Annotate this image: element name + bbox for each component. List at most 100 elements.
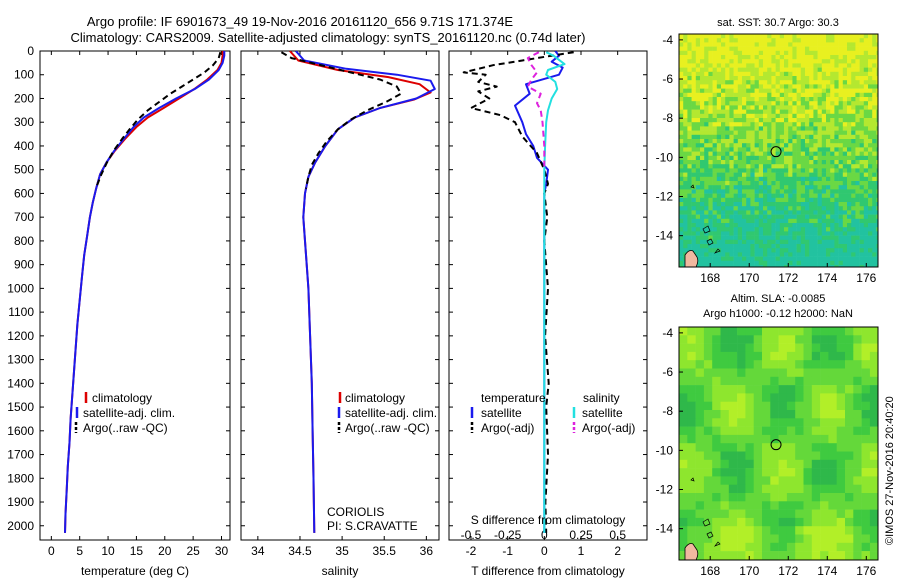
heatmap-cell [847,101,852,106]
heatmap-cell [830,206,835,211]
heatmap-cell [767,239,772,245]
heatmap-cell [725,265,730,267]
heatmap-cell [737,71,743,77]
heatmap-cell [855,197,860,203]
heatmap-cell [753,410,763,419]
heatmap-cell [704,55,709,60]
heatmap-cell [836,418,846,427]
heatmap-cell [863,210,869,215]
heatmap-cell [851,134,856,140]
heatmap-cell [796,88,802,94]
heatmap-cell [767,126,772,131]
heatmap-cell [703,434,713,444]
heatmap-cell [788,67,793,73]
heatmap-cell [834,97,839,102]
heatmap-cell [788,113,793,119]
heatmap-cell [795,343,804,353]
legend-label-argo: Argo(..raw -QC) [83,421,168,435]
heatmap-cell [712,206,718,211]
heatmap-cell [778,542,788,552]
heatmap-cell [750,122,755,127]
heatmap-cell [859,244,865,249]
heatmap-cell [775,50,781,56]
heatmap-cell [872,126,877,131]
heatmap-cell [721,210,726,215]
difference-series-s-argo-adj- [526,51,546,170]
heatmap-cell [687,92,692,98]
heatmap-cell [691,193,697,199]
heatmap-cell [842,50,848,56]
heatmap-cell [803,343,813,353]
heatmap-cell [853,368,862,378]
heatmap-cell [817,235,823,241]
heatmap-cell [820,451,829,461]
heatmap-cell [811,418,821,427]
heatmap-cell [763,189,768,194]
heatmap-cell [817,248,823,253]
depth-tick-label: 1100 [8,305,34,319]
heatmap-cell [687,244,692,249]
heatmap-cell [788,164,793,169]
heatmap-cell [778,385,788,394]
heatmap-cell [869,517,878,527]
heatmap-cell [868,50,873,56]
heatmap-cell [720,451,730,461]
heatmap-cell [795,426,804,436]
heatmap-cell [708,118,713,123]
heatmap-cell [700,76,705,81]
heatmap-cell [859,172,865,178]
heatmap-cell [803,385,813,394]
heatmap-cell [876,143,878,148]
heatmap-cell [836,559,846,560]
heatmap-cell [786,368,796,378]
heatmap-cell [763,202,768,207]
heatmap-cell [838,256,844,262]
heatmap-cell [847,197,852,203]
heatmap-cell [703,426,713,436]
heatmap-cell [754,134,760,140]
heatmap-cell [737,223,743,228]
heatmap-cell [775,63,781,68]
heatmap-cell [750,235,755,241]
heatmap-cell [771,185,776,190]
heatmap-cell [786,410,796,419]
heatmap-cell [695,401,705,411]
heatmap-cell [842,122,848,127]
heatmap-cell [763,172,768,178]
heatmap-cell [737,42,743,47]
heatmap-cell [872,181,877,186]
heatmap-cell [754,109,760,115]
heatmap-cell [821,76,827,81]
heatmap-cell [691,134,697,140]
heatmap-cell [786,542,796,552]
heatmap-cell [811,343,821,353]
heatmap-cell [695,327,705,336]
heatmap-cell [691,42,697,47]
heatmap-cell [869,376,878,386]
heatmap-cell [786,509,796,519]
heatmap-cell [869,410,878,419]
heatmap-cell [763,143,768,148]
heatmap-cell [834,160,839,165]
heatmap-cell [679,206,684,211]
heatmap-cell [695,143,701,148]
heatmap-cell [834,265,839,267]
heatmap-cell [834,101,839,106]
heatmap-cell [788,202,793,207]
heatmap-cell [792,143,797,148]
heatmap-cell [863,109,869,115]
heatmap-cell [779,206,785,211]
heatmap-cell [779,235,785,241]
heatmap-cell [746,97,751,102]
heatmap-cell [796,113,802,119]
heatmap-cell [746,88,751,94]
heatmap-cell [771,126,776,131]
heatmap-cell [834,67,839,73]
heatmap-cell [679,122,684,127]
heatmap-cell [725,202,730,207]
heatmap-cell [737,256,743,262]
heatmap-cell [737,542,746,552]
heatmap-cell [691,97,697,102]
heatmap-cell [784,147,789,152]
heatmap-cell [750,265,755,267]
